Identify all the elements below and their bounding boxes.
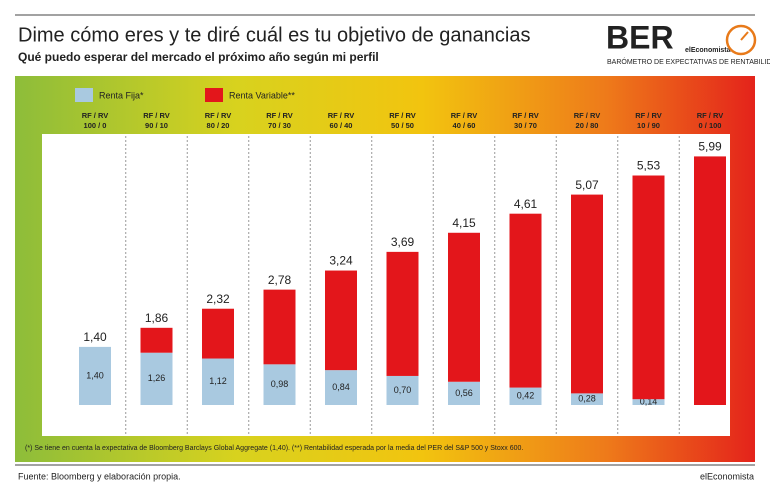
legend-swatch [75, 88, 93, 102]
bar-segment [263, 289, 296, 365]
bar-segment [632, 175, 665, 400]
category-label: 0 / 100 [699, 121, 722, 130]
total-label: 4,15 [452, 216, 476, 230]
logo-brand: elEconomista [685, 47, 731, 54]
chart-subtitle: Qué puedo esperar del mercado el próximo… [18, 50, 379, 64]
bar-segment [79, 346, 111, 405]
bar-segment [632, 399, 665, 405]
total-label: 1,86 [145, 311, 169, 325]
bar-segment [694, 156, 726, 405]
segment-label: 0,42 [517, 391, 535, 401]
category-label: RF / RV [328, 111, 355, 120]
category-label: RF / RV [574, 111, 601, 120]
category-label: RF / RV [82, 111, 109, 120]
segment-label: 0,56 [455, 388, 473, 398]
total-label: 2,32 [206, 292, 230, 306]
total-label: 5,07 [575, 178, 599, 192]
segment-label: 0,70 [394, 385, 412, 395]
total-label: 3,69 [391, 235, 415, 249]
bar-segment [448, 232, 480, 382]
total-label: 5,53 [637, 159, 661, 173]
category-label: 60 / 40 [330, 121, 353, 130]
bar-segment [386, 375, 419, 405]
category-label: 90 / 10 [145, 121, 168, 130]
total-label: 4,61 [514, 197, 538, 211]
segment-label: 0,28 [578, 394, 596, 404]
category-label: 20 / 80 [576, 121, 599, 130]
bar-segment [509, 387, 542, 405]
bar-segment [325, 270, 357, 371]
total-label: 1,40 [83, 330, 107, 344]
bar-segment [202, 358, 234, 405]
total-label: 3,24 [329, 254, 353, 268]
logo-gauge [725, 24, 757, 56]
segment-label: 1,12 [209, 376, 227, 386]
footnote: (*) Se tiene en cuenta la expectativa de… [25, 445, 523, 452]
bar-segment [140, 352, 173, 405]
segment-label: 0,84 [332, 382, 350, 392]
bar-segment [263, 364, 296, 405]
bar-segment [202, 308, 234, 359]
segment-label: 0,14 [640, 396, 658, 406]
bar-segment [140, 327, 173, 353]
bar-segment [509, 213, 542, 388]
legend-label: Renta Variable** [229, 90, 295, 100]
bar-segment [571, 393, 603, 405]
chart-title: Dime cómo eres y te diré cuál es tu obje… [18, 24, 531, 46]
segment-label: 1,40 [86, 370, 104, 380]
category-label: RF / RV [635, 111, 662, 120]
total-label: 2,78 [268, 273, 292, 287]
category-label: RF / RV [143, 111, 170, 120]
bar-segment [325, 370, 357, 405]
category-label: 70 / 30 [268, 121, 291, 130]
category-label: 50 / 50 [391, 121, 414, 130]
category-label: RF / RV [389, 111, 416, 120]
bar-segment [571, 194, 603, 394]
category-label: 40 / 60 [453, 121, 476, 130]
category-label: RF / RV [512, 111, 539, 120]
logo: BER [606, 19, 674, 55]
category-label: RF / RV [266, 111, 293, 120]
segment-label: 0,98 [271, 379, 289, 389]
total-label: 5,99 [698, 140, 722, 154]
legend-swatch [205, 88, 223, 102]
category-label: 30 / 70 [514, 121, 537, 130]
category-label: 80 / 20 [207, 121, 230, 130]
category-label: RF / RV [451, 111, 478, 120]
credit: elEconomista [700, 471, 754, 481]
logo-tagline: BARÓMETRO DE EXPECTATIVAS DE RENTABILIDA… [607, 57, 770, 66]
category-label: RF / RV [697, 111, 724, 120]
legend-label: Renta Fija* [99, 90, 144, 100]
category-label: 100 / 0 [84, 121, 107, 130]
source: Fuente: Bloomberg y elaboración propia. [18, 471, 181, 481]
category-label: 10 / 90 [637, 121, 660, 130]
category-label: RF / RV [205, 111, 232, 120]
logo-needle [740, 31, 749, 41]
segment-label: 1,26 [148, 373, 166, 383]
bar-segment [448, 381, 480, 405]
bar-segment [386, 251, 419, 376]
